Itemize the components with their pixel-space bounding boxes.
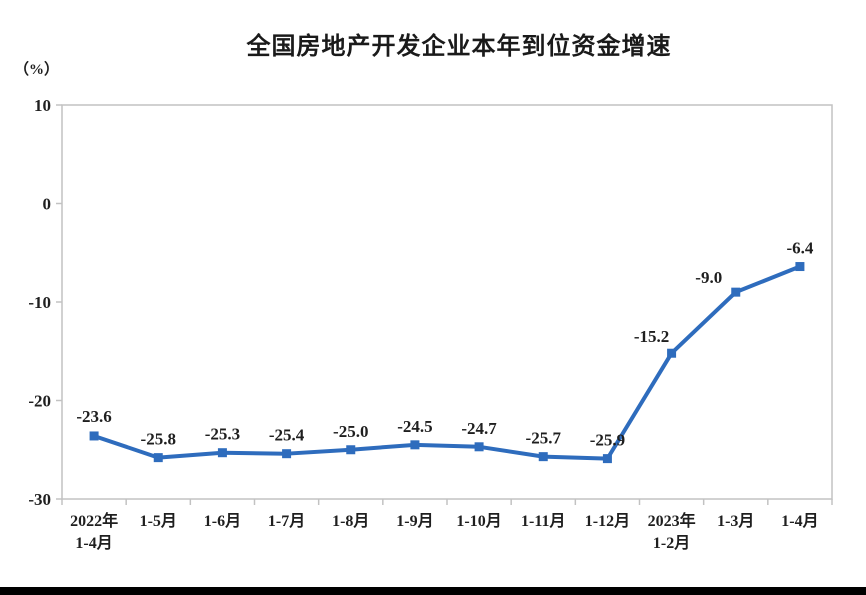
data-point-label: -25.3	[205, 425, 240, 444]
data-point-label: -25.8	[141, 430, 176, 449]
data-point-marker	[538, 452, 548, 462]
data-point-marker	[795, 262, 805, 272]
x-axis-tick-label: 2022年 1-4月	[70, 511, 118, 552]
data-point-marker	[602, 454, 612, 464]
data-point-label: -24.5	[397, 417, 432, 436]
x-axis-tick-label: 1-11月	[521, 512, 565, 530]
x-axis-tick-label: 1-5月	[140, 512, 177, 530]
y-axis-tick-label: -30	[28, 490, 51, 509]
data-point-marker	[282, 449, 292, 459]
data-point-marker	[667, 348, 677, 358]
data-point-marker	[153, 453, 163, 463]
data-point-label: -25.4	[269, 426, 305, 445]
data-point-label: -6.4	[786, 239, 813, 258]
data-point-marker	[474, 442, 484, 452]
x-axis-tick-label: 1-9月	[396, 512, 433, 530]
x-axis-tick-label: 1-6月	[204, 512, 241, 530]
data-point-marker	[731, 287, 741, 297]
y-axis-tick-label: -20	[28, 392, 51, 411]
x-axis-tick-label: 1-8月	[332, 512, 369, 530]
y-axis-tick-label: 0	[43, 195, 52, 214]
data-point-label: -24.7	[461, 419, 497, 438]
x-axis-tick-label: 1-10月	[456, 512, 501, 530]
chart-title: 全国房地产开发企业本年到位资金增速	[246, 33, 672, 60]
data-point-label: -25.0	[333, 422, 368, 441]
x-axis-tick-label: 1-7月	[268, 512, 305, 530]
x-axis-tick-label: 2023年 1-2月	[648, 511, 696, 552]
x-axis-tick-label: 1-4月	[781, 512, 818, 530]
data-point-label: -25.7	[526, 429, 562, 448]
data-point-marker	[89, 431, 99, 441]
x-axis-tick-label: 1-3月	[717, 512, 754, 530]
data-point-marker	[346, 445, 356, 455]
data-point-marker	[217, 448, 227, 458]
data-point-label: -25.9	[590, 431, 625, 450]
y-axis-tick-label: -10	[28, 293, 51, 312]
y-axis-unit-label: （%）	[14, 62, 60, 78]
x-axis-tick-label: 1-12月	[585, 512, 630, 530]
data-point-label: -15.2	[634, 327, 669, 346]
data-point-label: -9.0	[695, 268, 722, 287]
data-point-label: -23.6	[76, 407, 111, 426]
y-axis-tick-label: 10	[34, 96, 51, 115]
series-line	[93, 264, 801, 461]
plot-border	[61, 104, 833, 500]
data-point-marker	[410, 440, 420, 450]
bottom-border-bar	[0, 587, 866, 595]
